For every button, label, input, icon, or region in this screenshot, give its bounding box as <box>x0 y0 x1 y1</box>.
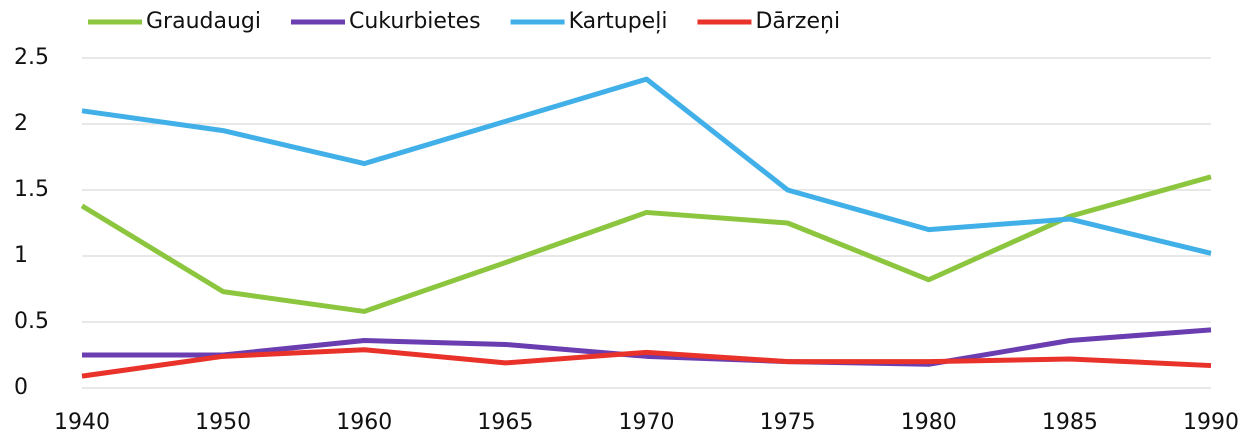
x-tick-label: 1965 <box>477 410 533 435</box>
series-line <box>81 76 1212 256</box>
x-tick-label: 1960 <box>336 410 392 435</box>
legend-label: Cukurbietes <box>349 9 481 34</box>
x-tick-label: 1980 <box>901 410 957 435</box>
legend-label: Graudaugi <box>146 9 261 34</box>
x-tick-label: 1985 <box>1042 410 1098 435</box>
x-tick-label: 1950 <box>195 410 251 435</box>
x-tick-label: 1975 <box>760 410 816 435</box>
y-tick-label: 0 <box>14 375 28 400</box>
y-tick-label: 2.5 <box>14 45 49 70</box>
y-tick-label: 1.5 <box>14 177 49 202</box>
x-tick-label: 1970 <box>619 410 675 435</box>
y-tick-label: 0.5 <box>14 309 49 334</box>
series-line <box>80 174 1212 314</box>
x-tick-label: 1940 <box>54 410 110 435</box>
y-tick-label: 1 <box>14 243 28 268</box>
x-tick-label: 1990 <box>1183 410 1239 435</box>
y-tick-label: 2 <box>14 111 28 136</box>
series-line <box>81 347 1212 379</box>
legend-label: Kartupeļi <box>569 9 668 34</box>
series-line <box>82 327 1212 367</box>
legend-label: Dārzeņi <box>755 9 840 34</box>
